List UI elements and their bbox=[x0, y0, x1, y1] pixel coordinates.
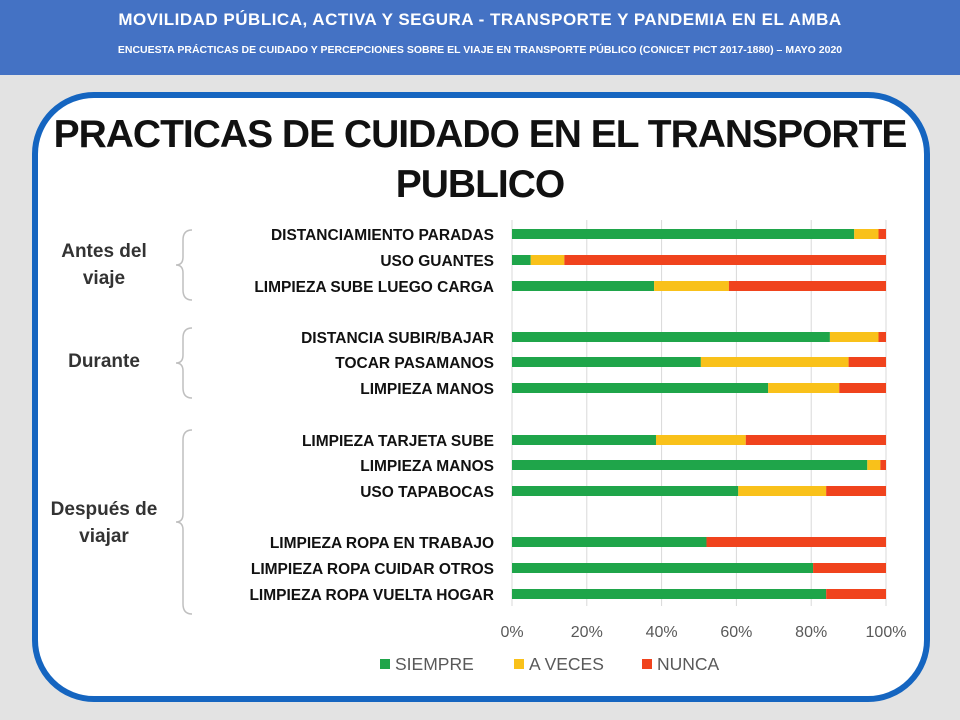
category-label: LIMPIEZA MANOS bbox=[360, 458, 494, 475]
bar-siempre bbox=[512, 486, 739, 496]
group-braces bbox=[175, 229, 193, 615]
header-title: MOVILIDAD PÚBLICA, ACTIVA Y SEGURA - TRA… bbox=[118, 10, 842, 29]
bar-nunca bbox=[848, 357, 886, 367]
bar-siempre bbox=[512, 332, 830, 342]
bar-a-veces bbox=[768, 383, 840, 393]
x-tick-label: 40% bbox=[646, 624, 678, 641]
header-subtitle: ENCUESTA PRÁCTICAS DE CUIDADO Y PERCEPCI… bbox=[117, 44, 843, 56]
category-label: LIMPIEZA TARJETA SUBE bbox=[302, 433, 494, 450]
bar-nunca bbox=[826, 589, 886, 599]
bar-a-veces bbox=[655, 435, 746, 445]
bar-siempre bbox=[512, 537, 707, 547]
bar-nunca bbox=[706, 537, 886, 547]
x-tick-label: 20% bbox=[571, 624, 603, 641]
legend-swatch bbox=[514, 659, 524, 669]
x-tick-label: 80% bbox=[795, 624, 827, 641]
legend-label: A VECES bbox=[529, 654, 604, 674]
bar-siempre bbox=[512, 383, 769, 393]
legend-label: SIEMPRE bbox=[395, 654, 474, 674]
category-label: DISTANCIAMIENTO PARADAS bbox=[271, 227, 494, 244]
x-tick-label: 0% bbox=[500, 624, 523, 641]
category-label: USO TAPABOCAS bbox=[360, 484, 494, 501]
group-label-durante: Durante bbox=[68, 351, 140, 372]
bar-siempre bbox=[512, 229, 855, 239]
bar-a-veces bbox=[867, 460, 881, 470]
bar-a-veces bbox=[654, 281, 729, 291]
bar-nunca bbox=[878, 332, 886, 342]
header-banner: MOVILIDAD PÚBLICA, ACTIVA Y SEGURA - TRA… bbox=[0, 0, 960, 75]
category-labels: DISTANCIAMIENTO PARADAS USO GUANTES LIMPIE… bbox=[249, 227, 494, 604]
group-label-despues: Después de viajar bbox=[50, 499, 158, 547]
group-brace bbox=[175, 229, 193, 301]
bar-nunca bbox=[880, 460, 886, 470]
bar-siempre bbox=[512, 460, 868, 470]
bar-nunca bbox=[878, 229, 886, 239]
x-tick-label: 100% bbox=[866, 624, 907, 641]
legend-swatch bbox=[642, 659, 652, 669]
category-label: LIMPIEZA SUBE LUEGO CARGA bbox=[254, 279, 494, 296]
bar-siempre bbox=[512, 281, 655, 291]
chart-card bbox=[32, 92, 930, 702]
bar-siempre bbox=[512, 563, 814, 573]
bar-nunca bbox=[839, 383, 886, 393]
bar-a-veces bbox=[829, 332, 879, 342]
category-label: LIMPIEZA ROPA CUIDAR OTROS bbox=[251, 561, 494, 578]
bar-nunca bbox=[826, 486, 886, 496]
category-label: DISTANCIA SUBIR/BAJAR bbox=[301, 330, 494, 347]
x-tick-label: 60% bbox=[720, 624, 752, 641]
bar-a-veces bbox=[738, 486, 827, 496]
bar-nunca bbox=[728, 281, 886, 291]
bar-siempre bbox=[512, 435, 656, 445]
group-brace bbox=[175, 327, 193, 399]
bar-siempre bbox=[512, 589, 827, 599]
category-label: LIMPIEZA ROPA EN TRABAJO bbox=[270, 535, 494, 552]
legend-label: NUNCA bbox=[657, 654, 720, 674]
bar-nunca bbox=[745, 435, 886, 445]
category-label: LIMPIEZA ROPA VUELTA HOGAR bbox=[249, 587, 494, 604]
gridlines bbox=[511, 220, 887, 606]
bar-a-veces bbox=[700, 357, 849, 367]
chart-title: PRACTICAS DE CUIDADO EN EL TRANSPORTE PU… bbox=[53, 113, 908, 206]
category-label: USO GUANTES bbox=[380, 253, 494, 270]
bar-nunca bbox=[564, 255, 886, 265]
legend-swatch bbox=[380, 659, 390, 669]
bars bbox=[512, 229, 886, 599]
bar-nunca bbox=[813, 563, 886, 573]
group-brace bbox=[175, 429, 193, 615]
x-tick-labels: 0% 20% 40% 60% 80% 100% bbox=[500, 624, 906, 641]
bar-a-veces bbox=[854, 229, 879, 239]
category-label: TOCAR PASAMANOS bbox=[335, 355, 494, 372]
bar-siempre bbox=[512, 255, 531, 265]
legend: SIEMPRE A VECES NUNCA bbox=[380, 654, 720, 674]
bar-a-veces bbox=[530, 255, 565, 265]
category-label: LIMPIEZA MANOS bbox=[360, 381, 494, 398]
bar-siempre bbox=[512, 357, 701, 367]
group-label-antes: Antes del viaje bbox=[61, 241, 147, 289]
